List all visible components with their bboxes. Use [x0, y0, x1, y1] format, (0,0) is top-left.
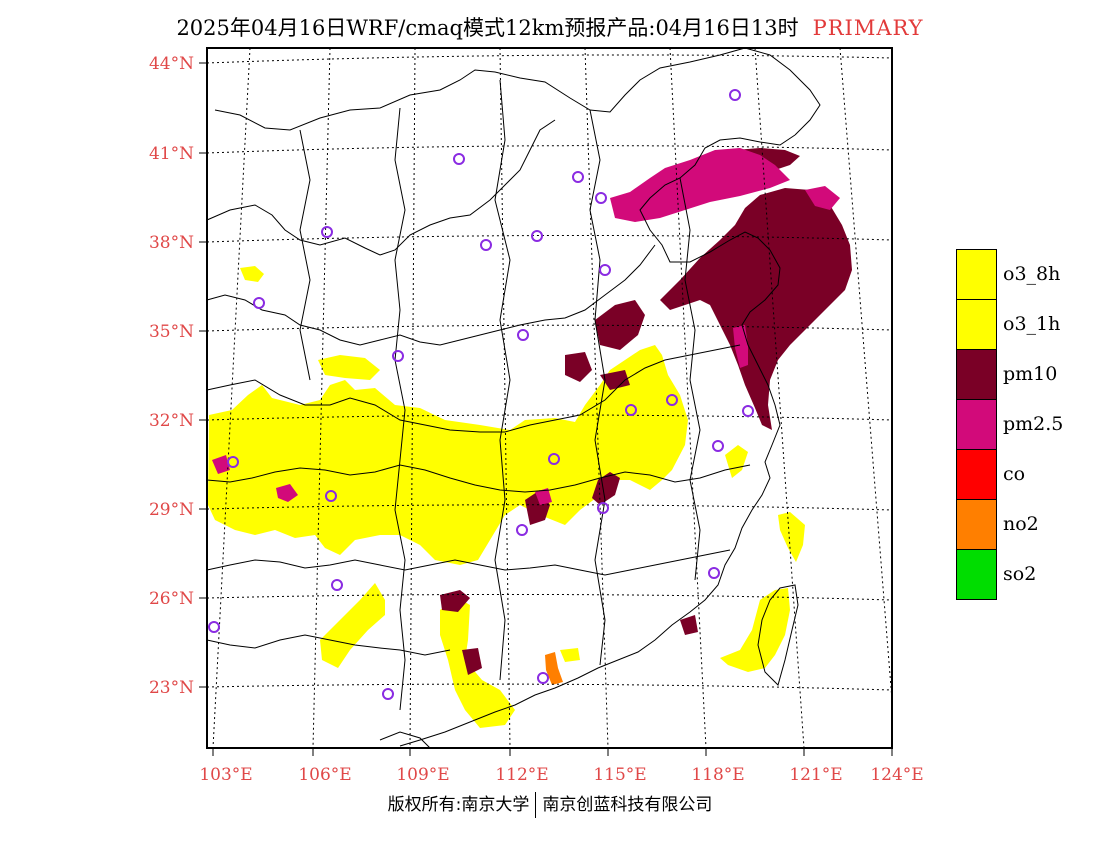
station-marker	[666, 394, 678, 406]
station-marker	[453, 153, 465, 165]
lat-label-32: 32°N	[148, 411, 194, 431]
station-marker	[531, 230, 543, 242]
station-marker	[729, 89, 741, 101]
pollutant-layer	[208, 148, 852, 728]
station-markers	[208, 89, 754, 700]
lon-label-118: 118°E	[691, 765, 745, 785]
station-marker	[572, 171, 584, 183]
pm25-region-hunan	[535, 488, 552, 505]
legend-swatch	[956, 449, 997, 500]
station-marker	[516, 524, 528, 536]
legend-label: so2	[1003, 563, 1037, 585]
lat-label-23: 23°N	[148, 678, 194, 698]
station-marker	[595, 192, 607, 204]
o3-region-central	[208, 345, 688, 565]
lat-label-29: 29°N	[148, 500, 194, 520]
lat-label-35: 35°N	[148, 322, 194, 342]
no2-region-guangzhou	[545, 652, 563, 685]
legend-swatch	[956, 299, 997, 350]
axis-ticks	[199, 62, 893, 756]
lon-label-103: 103°E	[199, 765, 253, 785]
lon-label-115: 115°E	[593, 765, 647, 785]
o3-region-jiangxi-east	[725, 445, 748, 478]
copyright-footer: 版权所有:南京大学 南京创蓝科技有限公司	[0, 790, 1100, 818]
legend-label: co	[1003, 463, 1026, 485]
legend-swatch	[956, 349, 997, 400]
legend-swatch	[956, 549, 997, 600]
station-marker	[331, 579, 343, 591]
o3-region-taiwan	[720, 588, 790, 672]
title-primary-tag: PRIMARY	[812, 16, 924, 40]
pm25-region-yunnan	[212, 455, 230, 474]
copyright-company: 南京创蓝科技有限公司	[542, 795, 713, 815]
station-marker	[208, 621, 220, 633]
pm25-region-beijing-tianjin	[610, 148, 790, 222]
station-marker	[742, 405, 754, 417]
lon-label-106: 106°E	[298, 765, 352, 785]
legend-label: pm10	[1003, 363, 1058, 385]
lon-label-112: 112°E	[495, 765, 549, 785]
pm10-region-henan2	[565, 352, 592, 382]
o3-region-zhejiang	[778, 512, 805, 562]
lon-label-121: 121°E	[789, 765, 843, 785]
pm10-region-hubei	[592, 472, 620, 505]
lat-label-26: 26°N	[148, 589, 194, 609]
pm10-region-shandong	[660, 188, 852, 430]
map-frame	[206, 47, 893, 749]
station-marker	[708, 567, 720, 579]
o3-region-north-small	[318, 355, 380, 380]
lon-label-124: 124°E	[870, 765, 924, 785]
pm10-region-guangdong	[462, 648, 482, 675]
station-marker	[625, 404, 637, 416]
title-text: 2025年04月16日WRF/cmaq模式12km预报产品:04月16日13时	[176, 16, 799, 40]
station-marker	[480, 239, 492, 251]
station-marker	[597, 502, 609, 514]
o3-region-northwest	[240, 266, 264, 282]
pm10-region-fujian	[680, 615, 698, 635]
legend-label: no2	[1003, 513, 1039, 535]
station-marker	[599, 264, 611, 276]
station-marker	[227, 456, 239, 468]
station-marker	[712, 440, 724, 452]
o3-region-guangdong	[440, 598, 515, 728]
legend-label: pm2.5	[1003, 413, 1064, 435]
pm25-region-jiangsu	[733, 325, 748, 368]
o3-region-guangdong-east	[560, 648, 580, 662]
pm10-region-henan	[595, 300, 645, 350]
station-marker	[325, 490, 337, 502]
footer-divider	[535, 792, 537, 818]
o3-region-guangxi	[320, 583, 385, 668]
boundary-lines	[206, 47, 821, 749]
station-marker	[321, 226, 333, 238]
station-marker	[537, 672, 549, 684]
legend-swatch	[956, 249, 997, 300]
copyright-owner: 版权所有:南京大学	[387, 795, 530, 815]
pm25-region-sichuan	[276, 484, 298, 502]
station-marker	[548, 453, 560, 465]
station-marker	[392, 350, 404, 362]
pm25-region-hebei-east	[805, 186, 840, 210]
station-marker	[253, 297, 265, 309]
station-marker	[517, 329, 529, 341]
legend-label: o3_8h	[1003, 263, 1061, 285]
legend-swatch	[956, 499, 997, 550]
lon-label-109: 109°E	[396, 765, 450, 785]
pm10-region-guangxi	[440, 590, 470, 612]
map-title: 2025年04月16日WRF/cmaq模式12km预报产品:04月16日13时 P…	[0, 12, 1100, 42]
legend-label: o3_1h	[1003, 313, 1061, 335]
station-marker	[382, 688, 394, 700]
legend-swatch	[956, 399, 997, 450]
lat-label-44: 44°N	[148, 54, 194, 74]
lat-label-41: 41°N	[148, 144, 194, 164]
longitude-gridlines	[212, 47, 893, 749]
pm10-region-hubei2	[600, 370, 630, 390]
lat-label-38: 38°N	[148, 233, 194, 253]
